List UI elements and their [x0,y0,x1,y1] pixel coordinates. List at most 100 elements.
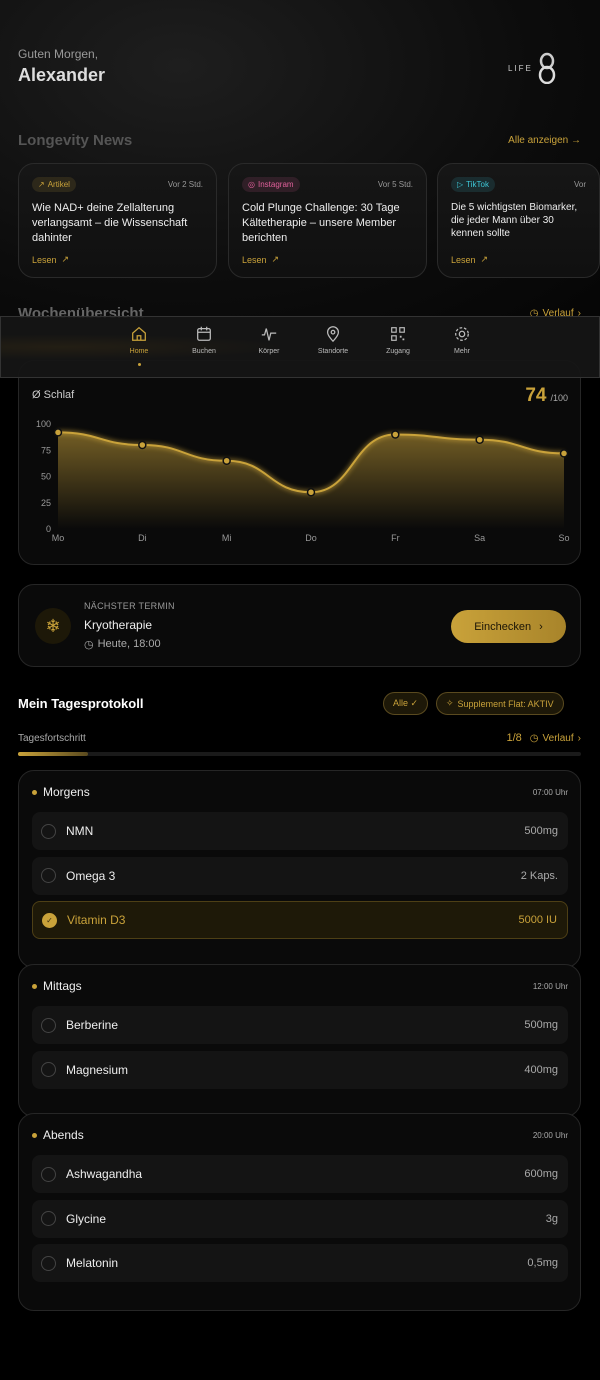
supplement-flat-chip[interactable]: ✧ Supplement Flat: AKTIV [436,692,564,715]
progress-label: Tagesfortschritt [18,733,86,744]
external-link-icon: ↗ [61,254,70,264]
checkbox-circle[interactable] [41,1211,56,1226]
news-type-badge: ▷ TikTok [451,177,495,192]
supplement-dose: 0,5mg [527,1257,558,1269]
group-name: Abends [43,1128,84,1142]
supplement-row[interactable]: Glycine 3g [32,1199,568,1238]
logo: LIFE [508,52,557,84]
map-pin-icon [326,326,340,343]
news-type: Artikel [47,180,70,189]
checkbox-circle[interactable] [41,868,56,883]
news-type-badge: ↗ Artikel [32,177,76,192]
checkbox-circle[interactable] [41,1062,56,1077]
nav-zugang[interactable]: Zugang [368,325,428,355]
protocol-history-label: Verlauf [542,732,574,744]
news-card[interactable]: ◎ Instagram Vor 5 Std. Cold Plunge Challen… [228,163,427,278]
nav-mehr[interactable]: Mehr [432,325,492,355]
x-tick-label: Mi [222,533,232,543]
supplement-row[interactable]: Magnesium 400mg [32,1050,568,1089]
supplement-row[interactable]: Omega 3 2 Kaps. [32,856,568,895]
x-tick-label: So [558,533,569,543]
supplement-row[interactable]: Melatonin 0,5mg [32,1244,568,1282]
supplement-row[interactable]: Berberine 500mg [32,1006,568,1044]
protocol-group-mittags: Mittags 12:00 Uhr Berberine 500mg Magnesium… [18,964,581,1117]
chart-point [53,428,63,437]
news-title: Longevity News [18,132,133,149]
read-link[interactable]: Lesen ↗ [242,254,279,265]
news-title: Die 5 wichtigsten Biomarker, die jeder M… [451,202,578,239]
supplement-row[interactable]: ✓ Vitamin D3 5000 IU [32,901,568,939]
supplement-dose: 500mg [524,1019,558,1031]
group-time: 07:00 Uhr [532,788,568,797]
supplement-row[interactable]: NMN 500mg [32,812,568,850]
read-label: Lesen [242,254,267,265]
appointment-card: ❄ NÄCHSTER TERMIN Kryotherapie ◷ Heute, 1… [18,584,581,667]
user-name: Alexander [18,65,106,85]
filter-all-chip[interactable]: Alle ✓ [383,692,429,715]
play-icon: ▷ [457,180,464,189]
checkbox-circle[interactable] [41,823,56,839]
checkbox-circle[interactable] [41,1017,56,1033]
supplement-name: Ashwagandha [66,1167,143,1181]
y-tick-label: 25 [41,498,51,508]
supplement-row[interactable]: Ashwagandha 600mg [32,1155,568,1193]
supplement-dose: 500mg [524,825,558,837]
news-time: Vor [573,180,586,189]
checkin-button[interactable]: Einchecken › [451,610,566,643]
chart-point [559,449,569,458]
bottom-nav: Home Buchen Körper Standorte Zugang Mehr [0,316,600,378]
read-link[interactable]: Lesen ↗ [32,254,69,265]
appointment-title: Kryotherapie [84,618,153,632]
supplement-name: Omega 3 [66,868,116,883]
nav-label: Mehr [454,348,470,355]
activity-icon [261,328,277,341]
week-history-link[interactable]: ◷ Verlauf › [530,308,581,319]
news-card[interactable]: ▷ TikTok Vor Die 5 wichtigsten Biomarker, … [437,163,600,278]
snowflake-icon: ❄ [35,608,71,644]
protocol-group-abends: Abends 20:00 Uhr Ashwagandha 600mg Glycine 3… [18,1113,581,1311]
x-tick-label: Fr [391,533,400,543]
checkbox-circle[interactable] [41,1255,56,1271]
read-label: Lesen [32,254,57,265]
nav-home[interactable]: Home [109,325,169,366]
infinity-eight-icon [538,52,556,84]
read-link[interactable]: Lesen ↗ [451,254,488,265]
x-tick-label: Sa [474,533,485,543]
sleep-chart: 0 25 50 75 100 Mo Di Mi Do Fr Sa So [36,419,570,543]
chart-point [138,440,147,450]
calendar-icon [197,326,211,341]
nav-körper[interactable]: Körper [239,325,299,355]
x-tick-label: Mo [52,533,65,543]
group-time: 12:00 Uhr [532,982,568,991]
protocol-history-link[interactable]: ◷ Verlauf › [530,733,581,744]
y-tick-label: 0 [46,524,51,534]
nav-label: Körper [258,348,280,355]
greeting: Guten Morgen, [18,47,99,61]
nav-standorte[interactable]: Standorte [303,325,363,355]
nav-buchen[interactable]: Buchen [174,325,234,355]
gear-icon [455,327,469,341]
clock-icon: ◷ [529,308,539,319]
news-type: TikTok [466,180,489,189]
external-link-icon: ↗ [271,254,280,264]
nav-label: Zugang [386,348,410,355]
check-circle-icon[interactable]: ✓ [42,912,57,928]
see-all-link[interactable]: Alle anzeigen → [508,135,581,146]
chart-area [58,432,564,529]
supplement-dose: 400mg [524,1063,558,1076]
news-title: Wie NAD+ deine Zellalterung verlangsamt … [32,202,188,244]
nav-label: Standorte [317,348,349,355]
supplement-name: NMN [66,824,94,838]
week-history-label: Verlauf [542,308,574,319]
checkbox-circle[interactable] [41,1166,56,1182]
group-name: Mittags [43,979,82,993]
news-card[interactable]: ↗ Artikel Vor 2 Std. Wie NAD+ deine Zellal… [18,163,217,278]
supplement-dose: 600mg [524,1168,558,1180]
supplement-name: Berberine [66,1018,119,1032]
appointment-time: Heute, 18:00 [97,638,161,650]
progress-fill [18,752,89,756]
y-tick-label: 100 [36,419,51,429]
sleep-label: Ø Schlaf [32,389,75,401]
progress-count: 1/8 [506,732,522,744]
checkin-label: Einchecken [474,620,532,633]
